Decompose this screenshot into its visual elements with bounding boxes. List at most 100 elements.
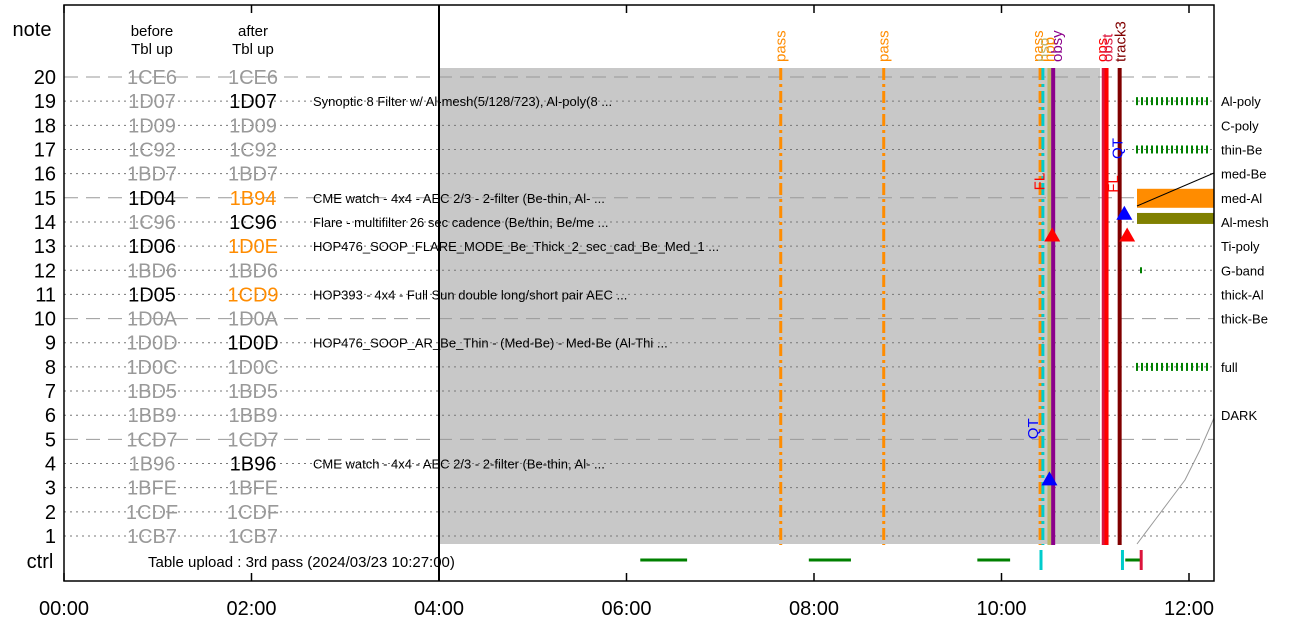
after-table-id: 1B96 — [230, 454, 277, 476]
event-label: pass — [773, 30, 790, 62]
after-table-id: 1BB9 — [229, 405, 278, 427]
before-table-id: 1D05 — [128, 284, 176, 306]
before-table-id: 1BB9 — [128, 405, 177, 427]
after-table-id: 1BFE — [228, 478, 278, 500]
row-description: HOP476_SOOP_FLARE_MODE_Be_Thick_2_sec_ca… — [313, 239, 719, 254]
row-gridlines — [64, 76, 1214, 537]
filter-dot — [1140, 267, 1142, 274]
before-table-id: 1D0A — [127, 309, 178, 331]
event-label: hop — [1041, 37, 1058, 62]
row-number: 15 — [34, 188, 56, 210]
before-table-id: 1D09 — [128, 115, 176, 137]
before-table-id: 1CB7 — [127, 526, 177, 548]
before-table-id: 1D0C — [126, 357, 177, 379]
row-description: HOP476_SOOP_AR_Be_Thin - (Med-Be) - Med-… — [313, 336, 668, 351]
filter-label: G-band — [1221, 263, 1264, 278]
row-number: 9 — [45, 333, 56, 355]
ctrl-label: ctrl — [27, 551, 54, 573]
after-table-id: 1CD9 — [227, 284, 278, 306]
before-table-id: 1D06 — [128, 236, 176, 258]
x-tick-label: 10:00 — [976, 598, 1026, 620]
row-description: Flare - multifilter 26 sec cadence (Be/t… — [313, 215, 609, 230]
event-label: pass — [1030, 30, 1047, 62]
after-table-id: 1BD7 — [228, 164, 278, 186]
row-number: 2 — [45, 502, 56, 524]
before-table-id: 1CDF — [126, 502, 178, 524]
row-number: 17 — [34, 139, 56, 161]
x-tick-label: 08:00 — [789, 598, 839, 620]
event-label: ops — [1094, 38, 1111, 62]
before-table-id: 1C92 — [128, 139, 176, 161]
after-table-id: 1CDF — [227, 502, 279, 524]
event-tag: QT — [1025, 418, 1042, 439]
x-tick-label: 06:00 — [601, 598, 651, 620]
row-number: 18 — [34, 115, 56, 137]
filter-label: med-Al — [1221, 191, 1262, 206]
after-header-line2: Tbl up — [232, 41, 274, 58]
row-number: 3 — [45, 478, 56, 500]
before-table-id: 1D07 — [128, 91, 176, 113]
filter-label: thick-Al — [1221, 287, 1264, 302]
plot-frame — [63, 4, 1215, 582]
dark-trend-line — [1136, 417, 1215, 545]
after-header-line1: after — [238, 23, 268, 40]
before-header-line1: before — [131, 23, 174, 40]
filter-label: full — [1221, 360, 1238, 375]
row-description: HOP393 - 4x4 - Full Sun double long/shor… — [313, 287, 627, 302]
filter-bar — [1137, 212, 1214, 224]
after-table-id: 1D07 — [229, 91, 277, 113]
after-table-id: 1D0A — [228, 309, 279, 331]
row-number: 16 — [34, 164, 56, 186]
after-table-id: 1C96 — [229, 212, 277, 234]
row-number: 7 — [45, 381, 56, 403]
x-tick-label: 04:00 — [414, 598, 464, 620]
before-table-id: 1BD7 — [127, 164, 177, 186]
after-table-id: 1B94 — [230, 188, 277, 210]
before-table-id: 1D04 — [128, 188, 176, 210]
event-tag: FL — [1105, 175, 1122, 193]
filter-label: thin-Be — [1221, 142, 1262, 157]
filter-panel: Al-poly C-poly thin-Be med-Be med-Al Al-mesh T… — [1136, 94, 1269, 545]
before-table-id: 1C96 — [128, 212, 176, 234]
after-table-id: 1D0E — [228, 236, 278, 258]
before-table-id: 1CD7 — [126, 429, 177, 451]
before-table-id: 1B96 — [129, 454, 176, 476]
ctrl-text: Table upload : 3rd pass (2024/03/23 10:2… — [148, 554, 455, 571]
ctrl-row: Table upload : 3rd pass (2024/03/23 10:2… — [148, 550, 1143, 571]
row-number: 4 — [45, 454, 56, 476]
event-marker — [1116, 205, 1133, 220]
row-number: 5 — [45, 429, 56, 451]
filter-trend-line — [1136, 172, 1215, 207]
row-number: 6 — [45, 405, 56, 427]
event-label: obst — [1099, 33, 1116, 62]
filter-label: thick-Be — [1221, 312, 1268, 327]
before-table-id: 1BFE — [127, 478, 177, 500]
filter-label: C-poly — [1221, 118, 1259, 133]
row-number: 20 — [34, 67, 56, 89]
row-description: Synoptic 8 Filter w/ Al-mesh(5/128/723),… — [313, 94, 612, 109]
filter-label: med-Be — [1221, 167, 1267, 182]
row-number: 12 — [34, 260, 56, 282]
row-number: 19 — [34, 91, 56, 113]
before-table-id: 1D0D — [126, 333, 177, 355]
row-number: 10 — [34, 309, 56, 331]
after-table-id: 1D0D — [227, 333, 278, 355]
after-table-id: 1CD7 — [227, 429, 278, 451]
after-table-id: 1BD5 — [228, 381, 278, 403]
event-label: pass — [876, 30, 893, 62]
row-number: 14 — [34, 212, 56, 234]
x-tick-label: 02:00 — [226, 598, 276, 620]
event-label: hso — [1036, 38, 1053, 62]
before-table-id: 1BD5 — [127, 381, 177, 403]
before-table-id: 1BD6 — [127, 260, 177, 282]
event-marker — [1119, 227, 1136, 242]
x-tick-label: 00:00 — [39, 598, 89, 620]
filter-label: DARK — [1221, 408, 1257, 423]
row-description: CME watch - 4x4 - AEC 2/3 - 2-filter (Be… — [313, 191, 605, 206]
row-description: CME watch - 4x4 - AEC 2/3 - 2-filter (Be… — [313, 457, 605, 472]
event-tag: FL — [1032, 173, 1049, 191]
event-marker — [1044, 227, 1061, 242]
row-number: 8 — [45, 357, 56, 379]
